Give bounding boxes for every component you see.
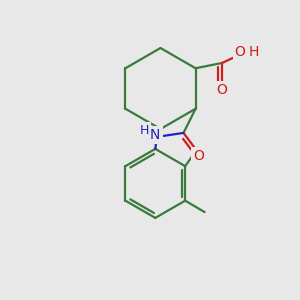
Text: O: O — [235, 45, 245, 58]
Text: H: H — [140, 124, 149, 137]
Text: H: H — [249, 45, 259, 58]
Text: O: O — [193, 149, 204, 163]
Text: N: N — [150, 128, 160, 142]
Text: O: O — [217, 83, 227, 97]
